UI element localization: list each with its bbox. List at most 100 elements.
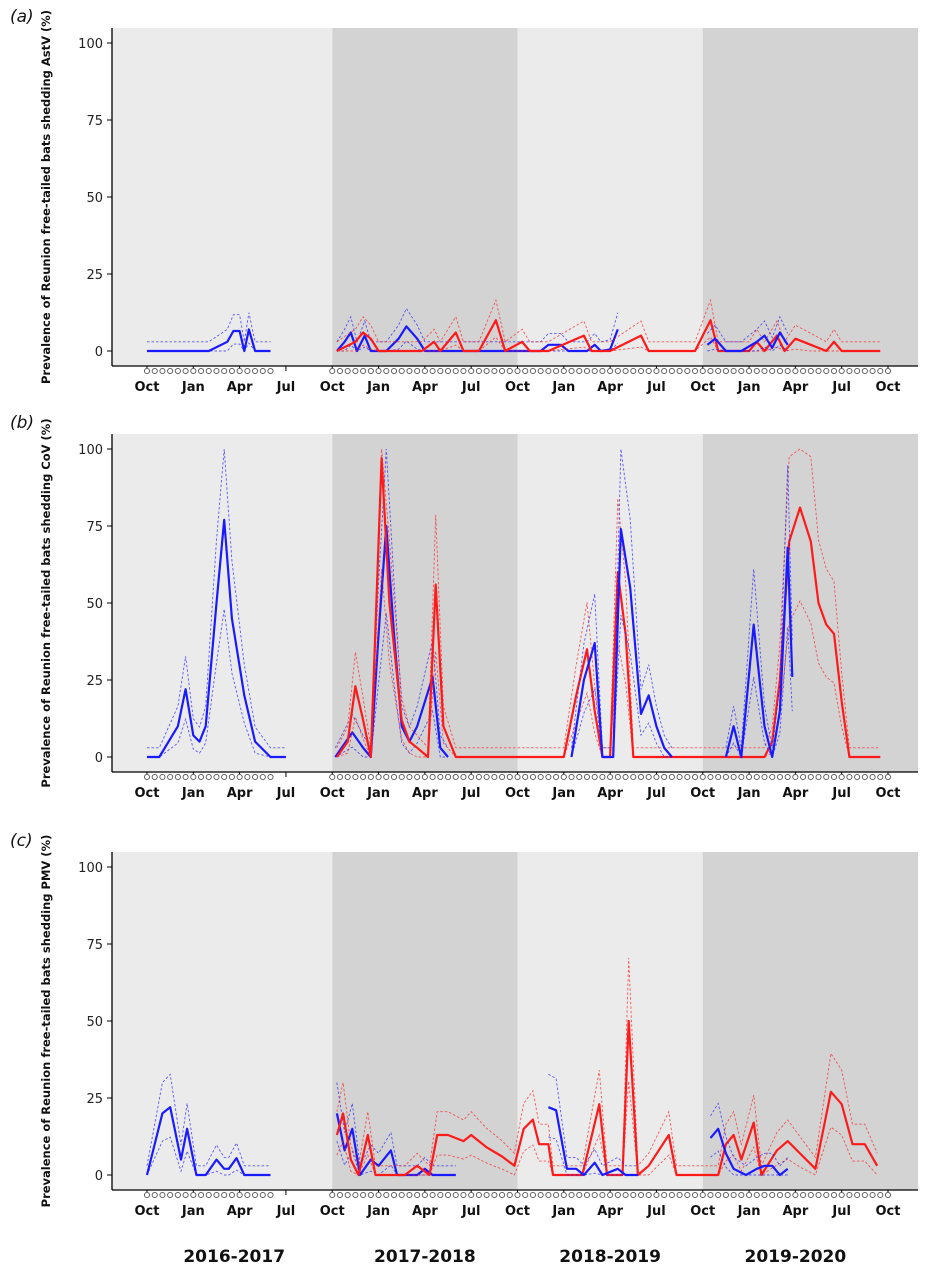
x-tick-label: Jul <box>646 786 666 801</box>
sample-marker <box>236 1191 243 1199</box>
sample-marker <box>823 367 830 375</box>
x-tick-label: Jul <box>461 786 481 801</box>
sample-marker <box>545 773 552 781</box>
sample-marker <box>753 1191 760 1199</box>
x-tick-label: Jan <box>366 786 390 801</box>
x-tick-label: Jul <box>646 1204 666 1219</box>
sample-marker <box>506 773 513 781</box>
sample-marker <box>174 773 181 781</box>
sample-marker <box>499 773 506 781</box>
sample-marker <box>630 1191 637 1199</box>
sample-marker <box>143 773 151 781</box>
x-tick-label: Jul <box>461 380 481 395</box>
season-band <box>332 28 518 366</box>
sample-marker <box>252 367 259 375</box>
sample-marker <box>367 1191 374 1199</box>
sample-marker <box>390 773 398 781</box>
season-label: 2018-2019 <box>559 1247 661 1267</box>
sample-marker <box>444 1191 452 1199</box>
sample-marker <box>614 1191 621 1199</box>
sample-marker <box>776 773 783 781</box>
sample-marker <box>414 1191 421 1199</box>
sample-marker <box>784 367 791 375</box>
sample-marker <box>599 1191 606 1199</box>
sample-marker <box>167 773 174 781</box>
sample-marker <box>182 1191 189 1199</box>
series-ci-upper <box>725 464 793 748</box>
sample-marker <box>267 367 274 375</box>
panel-label: (b) <box>10 413 34 433</box>
sample-marker <box>553 773 560 781</box>
series-ci-lower <box>146 1136 271 1176</box>
sample-marker <box>190 1191 197 1199</box>
sample-marker <box>259 1191 266 1199</box>
panel-0: 0 25 50 75 100 Oct Jan Apr Jul Oct Jan Apr Jul Oct Jan… <box>10 7 918 395</box>
sample-marker <box>769 773 776 781</box>
sample-marker <box>143 367 151 375</box>
x-tick-label: Oct <box>505 786 530 801</box>
sample-marker <box>499 367 506 375</box>
x-tick-label: Jul <box>461 1204 481 1219</box>
x-tick-label: Oct <box>690 1204 715 1219</box>
y-tick-label: 100 <box>78 37 103 52</box>
sample-marker <box>429 773 436 781</box>
sample-marker <box>807 367 814 375</box>
sample-marker <box>607 773 614 781</box>
sample-marker <box>746 367 753 375</box>
sample-marker <box>583 773 591 781</box>
sample-marker <box>800 773 807 781</box>
sample-marker <box>190 367 197 375</box>
sample-marker <box>522 773 529 781</box>
sample-marker <box>352 773 359 781</box>
sample-marker <box>884 1191 892 1199</box>
sample-marker <box>676 367 683 375</box>
sample-marker <box>483 773 490 781</box>
sample-marker <box>205 773 212 781</box>
x-tick-label: Apr <box>597 1204 623 1219</box>
sample-marker <box>807 1191 814 1199</box>
sample-marker <box>637 773 645 781</box>
sample-marker <box>398 367 405 375</box>
sample-marker <box>429 367 436 375</box>
sample-marker <box>421 773 428 781</box>
sample-marker <box>252 1191 259 1199</box>
series-ci-upper <box>334 448 449 750</box>
sample-marker <box>776 1191 783 1199</box>
series-ci-upper <box>146 1073 271 1167</box>
series-line <box>724 546 794 759</box>
season-band <box>517 434 703 772</box>
y-tick-label: 75 <box>86 938 103 953</box>
sample-marker <box>691 773 699 781</box>
sample-marker <box>746 773 753 781</box>
sample-marker <box>190 773 197 781</box>
sample-marker <box>645 367 652 375</box>
sample-marker <box>553 367 560 375</box>
series-ci-lower <box>336 336 881 352</box>
sample-marker <box>444 367 452 375</box>
sample-marker <box>877 773 884 781</box>
y-tick-label: 50 <box>86 191 103 206</box>
sample-marker <box>676 1191 683 1199</box>
sample-marker <box>645 773 652 781</box>
sample-marker <box>197 1191 205 1199</box>
sample-marker <box>707 773 714 781</box>
x-tick-label: Jan <box>181 380 205 395</box>
sample-marker <box>151 367 158 375</box>
sample-marker <box>221 367 228 375</box>
sample-marker <box>877 1191 884 1199</box>
x-tick-label: Jul <box>831 1204 851 1219</box>
series-line <box>706 331 789 353</box>
x-tick-label: Oct <box>135 786 160 801</box>
x-tick-label: Jan <box>737 380 761 395</box>
sample-marker <box>854 773 861 781</box>
sample-marker <box>622 367 629 375</box>
sample-marker <box>398 773 405 781</box>
sample-marker <box>228 773 235 781</box>
series-line <box>570 528 673 759</box>
sample-marker <box>336 1191 344 1199</box>
sample-marker <box>213 773 220 781</box>
sample-marker <box>830 367 838 375</box>
sample-marker <box>537 367 544 375</box>
sample-marker <box>568 1191 575 1199</box>
